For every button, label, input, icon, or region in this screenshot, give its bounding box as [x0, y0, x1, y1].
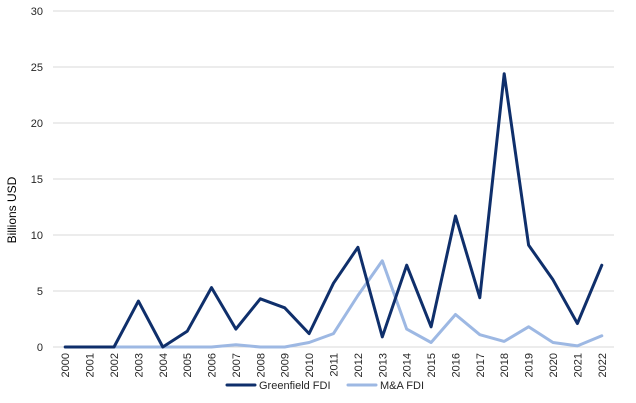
y-tick-label: 10 — [31, 230, 43, 242]
x-axis: 2000 2001 2002 2003 2004 2005 2006 2007 2008 2009… — [60, 353, 609, 377]
x-tick-label: 2014 — [402, 353, 414, 377]
y-axis-title: Billions USD — [5, 176, 19, 243]
legend-label: M&A FDI — [380, 380, 424, 392]
x-tick-label: 2021 — [572, 353, 584, 377]
x-tick-label: 2006 — [207, 353, 219, 377]
x-tick-label: 2015 — [426, 353, 438, 377]
series-line-greenfield-fdi — [63, 72, 604, 349]
x-tick-label: 2004 — [158, 353, 170, 377]
y-tick-label: 15 — [31, 174, 43, 186]
x-tick-label: 2019 — [524, 353, 536, 377]
y-tick-label: 25 — [31, 62, 43, 74]
x-tick-label: 2000 — [60, 353, 72, 377]
x-tick-label: 2008 — [255, 353, 267, 377]
x-tick-label: 2010 — [304, 353, 316, 377]
y-axis: 0 5 10 15 20 25 30 — [31, 6, 43, 354]
x-tick-label: 2017 — [475, 353, 487, 377]
x-tick-label: 2003 — [133, 353, 145, 377]
x-tick-label: 2018 — [499, 353, 511, 377]
y-tick-label: 0 — [37, 342, 43, 354]
x-tick-label: 2011 — [329, 353, 341, 377]
series-line-m-a-fdi — [63, 259, 604, 349]
x-tick-label: 2012 — [353, 353, 365, 377]
x-tick-label: 2022 — [597, 353, 609, 377]
series-lines — [63, 72, 604, 349]
x-tick-label: 2016 — [450, 353, 462, 377]
y-tick-label: 30 — [31, 6, 43, 18]
gridlines — [53, 10, 614, 348]
x-tick-label: 2007 — [231, 353, 243, 377]
x-tick-label: 2002 — [109, 353, 121, 377]
legend-label: Greenfield FDI — [259, 380, 331, 392]
x-tick-label: 2005 — [182, 353, 194, 377]
legend: Greenfield FDI M&A FDI — [225, 380, 424, 392]
y-tick-label: 20 — [31, 118, 43, 130]
x-tick-label: 2020 — [548, 353, 560, 377]
x-tick-label: 2013 — [377, 353, 389, 377]
y-tick-label: 5 — [37, 286, 43, 298]
x-tick-label: 2009 — [280, 353, 292, 377]
x-tick-label: 2001 — [85, 353, 97, 377]
